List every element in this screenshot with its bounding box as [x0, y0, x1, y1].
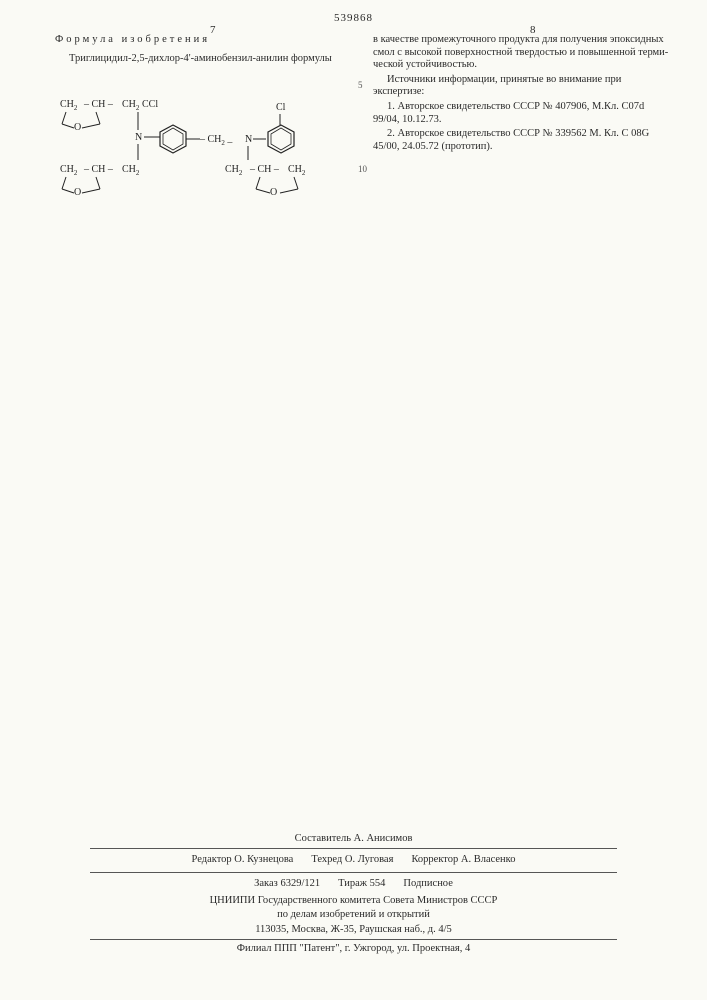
subscription: Подписное — [403, 878, 452, 891]
svg-text:– CH2 –: – CH2 – — [199, 134, 233, 148]
svg-text:– CH –: – CH – — [249, 164, 280, 175]
svg-text:N: N — [135, 132, 142, 143]
svg-text:CH2: CH2 — [60, 99, 78, 112]
tech-name: О. Луговая — [345, 854, 394, 865]
right-column: в качестве промежуточного продукта для п… — [373, 34, 673, 155]
org-address: 113035, Москва, Ж-35, Раушская наб., д. … — [0, 924, 707, 937]
svg-text:CH2: CH2 — [122, 164, 140, 177]
org-line-2: по делам изобретений и открытий — [0, 909, 707, 922]
document-number: 539868 — [0, 12, 707, 25]
svg-text:CH2: CH2 — [122, 99, 140, 112]
svg-text:O: O — [74, 122, 81, 133]
imprint-footer: Составитель А. Анисимов Редактор О. Кузн… — [0, 831, 707, 958]
org-line-1: ЦНИИПИ Государственного комитета Совета … — [0, 895, 707, 908]
claims-heading: Формула изобретения — [55, 34, 355, 47]
composer-name: А. Анисимов — [354, 833, 413, 844]
svg-text:CH2: CH2 — [60, 164, 78, 177]
svg-text:O: O — [270, 187, 277, 198]
right-paragraph-1: в качестве промежуточного продукта для п… — [373, 34, 673, 72]
right-paragraph-2: Источники информации, принятые во вни­ма… — [373, 74, 673, 99]
svg-text:CH2: CH2 — [225, 164, 243, 177]
proof-label: Корректор — [411, 854, 458, 865]
editor-name: О. Кузнецова — [234, 854, 293, 865]
right-paragraph-3: 1. Авторское свидетельство СССР № 407906… — [373, 101, 673, 126]
svg-text:– CH –: – CH – — [83, 99, 114, 110]
tirage-label: Тираж — [338, 878, 367, 889]
svg-text:O: O — [74, 187, 81, 198]
composer-label: Составитель — [295, 833, 351, 844]
order-value: 6329/121 — [280, 878, 320, 889]
order-label: Заказ — [254, 878, 278, 889]
proof-name: А. Власенко — [461, 854, 516, 865]
svg-text:CCl: CCl — [142, 99, 158, 110]
tirage-value: 554 — [370, 878, 386, 889]
svg-text:Cl: Cl — [276, 102, 286, 113]
left-paragraph-1: Триглицидил-2,5-дихлор-4'-аминобензил-ан… — [55, 53, 355, 66]
svg-text:CH2: CH2 — [288, 164, 306, 177]
svg-text:– CH –: – CH – — [83, 164, 114, 175]
divider — [90, 848, 617, 849]
svg-text:N: N — [245, 134, 252, 145]
chemical-structure: CH2 – CH – CH2 CCl O N – CH2 – N — [60, 92, 360, 202]
divider — [90, 872, 617, 873]
tech-label: Техред — [311, 854, 342, 865]
divider — [90, 939, 617, 940]
editor-label: Редактор — [192, 854, 232, 865]
branch-line: Филиал ППП "Патент", г. Ужгород, ул. Про… — [0, 943, 707, 956]
right-paragraph-4: 2. Авторское свидетельство СССР № 339562… — [373, 128, 673, 153]
